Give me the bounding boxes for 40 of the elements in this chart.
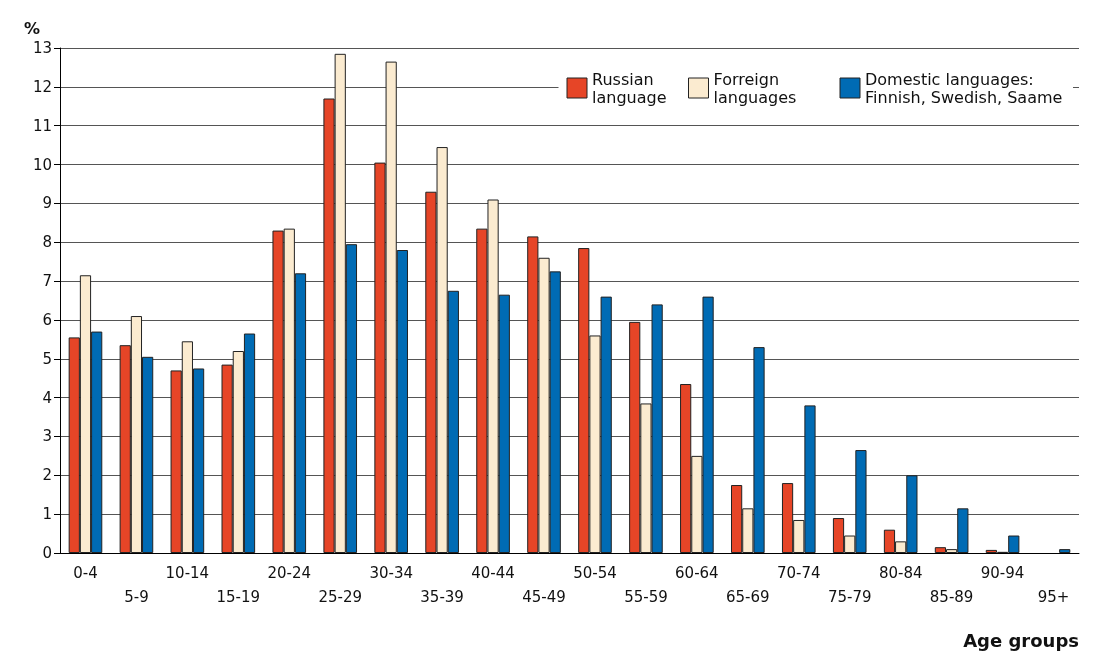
y-tick-label: 13 [32,39,52,57]
x-tick-label: 35-39 [420,588,464,606]
y-tick-label: 10 [32,155,52,174]
x-tick-label: 70-74 [776,564,821,582]
y-tick-label: 11 [32,116,52,135]
x-tick-label: 15-19 [216,588,261,606]
x-tick-label: 40-44 [471,564,515,582]
y-tick-label: 0 [42,544,52,562]
y-axis-title: % [23,18,40,38]
x-tick-label: 85-89 [929,588,974,606]
y-tick-label: 3 [42,427,52,446]
y-tick-label: 8 [42,233,52,252]
x-tick-label: 30-34 [369,564,413,582]
x-tick-label: 60-64 [675,564,719,582]
bar [1059,549,1071,553]
x-tick-label: 95+ [1037,588,1070,606]
y-tick-label: 7 [42,272,52,291]
x-tick-label: 25-29 [318,588,363,606]
y-tick-label: 4 [42,388,52,407]
x-tick-label: 0-4 [73,564,98,582]
x-tick-label: 45-49 [522,588,566,606]
x-tick-label: 65-69 [726,588,770,606]
x-tick-label: 55-59 [624,588,668,606]
x-axis-title: Age groups [963,629,1079,651]
x-tick-label: 90-94 [980,564,1025,582]
x-tick-label: 50-54 [573,564,617,582]
y-tick-label: 12 [32,77,52,96]
y-tick-label: 1 [42,505,52,524]
y-tick-label: 9 [42,194,52,213]
x-tick-label: 5-9 [124,588,149,606]
legend-label: Forreign languages [713,69,797,107]
x-tick-label: 75-79 [827,588,872,606]
y-tick-label: 6 [42,310,52,329]
x-tick-label: 20-24 [267,564,312,582]
legend-label: Russian language [592,69,667,107]
x-tick-label: 10-14 [165,564,210,582]
x-tick-label: 80-84 [878,564,923,582]
y-tick-label: 5 [42,349,52,368]
y-tick-label: 2 [42,466,52,485]
legend-label: Domestic languages: Finnish, Swedish, Saame [865,69,1063,107]
